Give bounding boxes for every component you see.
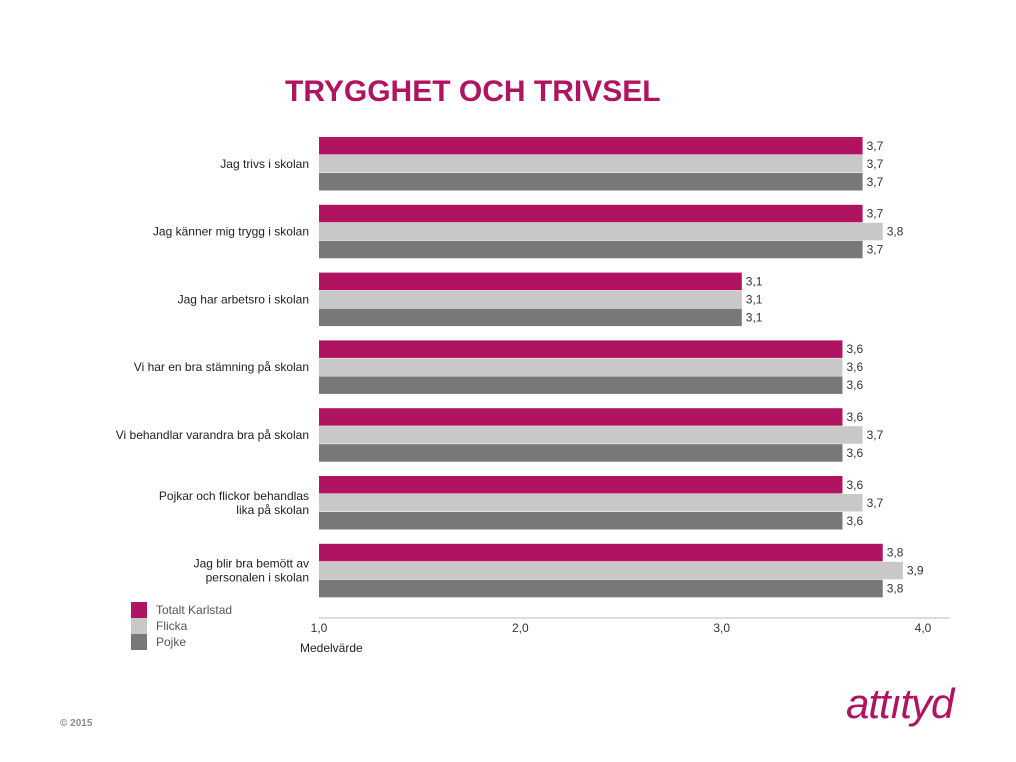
bar [319, 155, 863, 173]
data-label: 3,1 [746, 274, 763, 288]
data-label: 3,7 [867, 157, 884, 171]
data-label: 3,7 [867, 243, 884, 257]
category-label: personalen i skolan [206, 571, 309, 585]
category-label: Jag har arbetsro i skolan [178, 292, 309, 306]
legend-label: Flicka [156, 619, 188, 633]
bar [319, 444, 843, 462]
bar [319, 308, 742, 327]
bar [319, 408, 843, 426]
bar [319, 240, 863, 259]
bar [319, 579, 883, 598]
x-tick-label: 4,0 [915, 621, 932, 635]
data-label: 3,7 [867, 428, 884, 442]
bar [319, 358, 843, 376]
data-label: 3,8 [887, 582, 904, 596]
bar [319, 204, 863, 223]
data-label: 3,6 [846, 478, 863, 492]
bar [319, 376, 843, 394]
bar [319, 543, 883, 562]
bar [319, 272, 742, 291]
data-label: 3,7 [867, 139, 884, 153]
category-label: Jag trivs i skolan [220, 157, 309, 171]
data-label: 3,6 [846, 342, 863, 356]
x-tick-label: 3,0 [713, 621, 730, 635]
bar [319, 137, 863, 155]
x-tick-label: 2,0 [512, 621, 529, 635]
category-label: Vi behandlar varandra bra på skolan [116, 428, 309, 442]
legend: Totalt Karlstad Flicka Pojke [131, 602, 232, 650]
legend-label: Totalt Karlstad [156, 603, 232, 617]
data-label: 3,6 [846, 378, 863, 392]
copyright: © 2015 [60, 718, 93, 729]
bar [319, 426, 863, 444]
bar [319, 173, 863, 191]
bar [319, 512, 843, 530]
data-label: 3,1 [746, 292, 763, 306]
x-tick-label: 1,0 [311, 621, 328, 635]
bars: 3,73,73,73,73,83,73,13,13,13,63,63,63,63… [319, 137, 924, 598]
data-label: 3,8 [887, 546, 904, 560]
data-label: 3,6 [846, 514, 863, 528]
x-axis-label: Medelvärde [300, 641, 363, 655]
data-label: 3,6 [846, 360, 863, 374]
category-label: lika på skolan [236, 503, 309, 517]
data-label: 3,7 [867, 207, 884, 221]
category-label: Vi har en bra stämning på skolan [134, 360, 309, 374]
chart-title: TRYGGHET OCH TRIVSEL [285, 75, 661, 108]
data-label: 3,6 [846, 446, 863, 460]
data-label: 3,7 [867, 175, 884, 189]
data-label: 3,7 [867, 496, 884, 510]
category-label: Jag blir bra bemött av [194, 557, 309, 571]
bar [319, 476, 843, 494]
legend-swatch [131, 634, 147, 650]
category-label: Pojkar och flickor behandlas [159, 489, 309, 503]
bar [319, 290, 742, 309]
legend-swatch [131, 618, 147, 634]
category-labels: Jag trivs i skolan Jag känner mig trygg i… [116, 157, 309, 585]
bar [319, 340, 843, 358]
x-axis: 1,0 2,0 3,0 4,0 [311, 617, 950, 635]
data-label: 3,1 [746, 310, 763, 324]
bar [319, 494, 863, 512]
data-label: 3,6 [846, 410, 863, 424]
data-label: 3,9 [907, 564, 924, 578]
legend-swatch [131, 602, 147, 618]
bar [319, 561, 903, 580]
bar [319, 222, 883, 241]
attityd-logo: attıtyd [846, 680, 954, 727]
category-label: Jag känner mig trygg i skolan [153, 225, 309, 239]
data-label: 3,8 [887, 225, 904, 239]
legend-label: Pojke [156, 635, 186, 649]
